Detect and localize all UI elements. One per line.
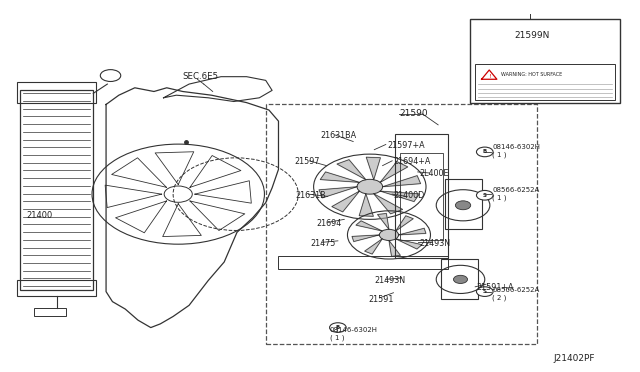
- Text: 21694+A: 21694+A: [394, 157, 431, 166]
- Text: 21631B: 21631B: [296, 191, 326, 200]
- Polygon shape: [320, 172, 360, 182]
- Polygon shape: [380, 161, 408, 182]
- Circle shape: [476, 147, 493, 157]
- Bar: [278, 256, 448, 269]
- Circle shape: [476, 190, 493, 200]
- Polygon shape: [332, 191, 360, 212]
- Bar: [34, 308, 66, 317]
- Polygon shape: [396, 239, 422, 249]
- Text: 08566-6252A
( 1 ): 08566-6252A ( 1 ): [492, 187, 540, 201]
- Text: 08146-6302H
( 1 ): 08146-6302H ( 1 ): [492, 144, 540, 157]
- Polygon shape: [383, 176, 420, 187]
- Polygon shape: [399, 228, 426, 235]
- Text: 21400: 21400: [26, 211, 52, 220]
- Text: 21591+A: 21591+A: [476, 283, 514, 292]
- Text: 08566-6252A
( 2 ): 08566-6252A ( 2 ): [492, 288, 540, 301]
- Polygon shape: [374, 194, 403, 214]
- Text: WARNING: HOT SURFACE: WARNING: HOT SURFACE: [500, 72, 562, 77]
- Polygon shape: [356, 221, 382, 231]
- Bar: [475, 64, 615, 100]
- Text: 21590: 21590: [400, 109, 428, 118]
- Text: 21475: 21475: [310, 239, 336, 248]
- Polygon shape: [389, 240, 401, 256]
- Circle shape: [380, 230, 399, 240]
- Text: SEC.6E5: SEC.6E5: [182, 72, 219, 81]
- Bar: [396, 134, 448, 258]
- Polygon shape: [365, 239, 382, 254]
- Text: 21599N: 21599N: [515, 31, 550, 41]
- Text: 21591: 21591: [368, 295, 393, 304]
- Circle shape: [330, 323, 346, 333]
- Text: B: B: [336, 325, 340, 330]
- Bar: [470, 19, 620, 103]
- Bar: [17, 82, 96, 103]
- Polygon shape: [396, 216, 413, 231]
- Text: J21402PF: J21402PF: [553, 354, 595, 363]
- Text: 21400D: 21400D: [394, 191, 425, 200]
- Circle shape: [476, 287, 493, 296]
- Polygon shape: [352, 235, 380, 241]
- Circle shape: [456, 201, 470, 210]
- Polygon shape: [359, 194, 373, 216]
- Text: 21597+A: 21597+A: [387, 141, 425, 150]
- Text: 21493N: 21493N: [419, 239, 450, 248]
- Text: S: S: [483, 289, 487, 294]
- Text: 21493N: 21493N: [374, 276, 405, 285]
- Bar: [442, 259, 478, 299]
- Bar: [400, 153, 444, 240]
- Polygon shape: [380, 191, 419, 202]
- Text: !: !: [488, 74, 490, 79]
- Polygon shape: [378, 214, 389, 230]
- Polygon shape: [337, 160, 366, 180]
- Text: 08146-6302H
( 1 ): 08146-6302H ( 1 ): [330, 327, 378, 341]
- Bar: [445, 179, 481, 230]
- Bar: [20, 90, 93, 290]
- Text: 2L400E: 2L400E: [419, 169, 449, 177]
- Text: B: B: [483, 150, 487, 154]
- Bar: [266, 105, 537, 343]
- Bar: [17, 280, 96, 296]
- Text: 21694: 21694: [317, 219, 342, 228]
- Text: 21597: 21597: [294, 157, 320, 166]
- Circle shape: [454, 275, 467, 283]
- Text: S: S: [483, 193, 487, 198]
- Polygon shape: [366, 157, 380, 180]
- Circle shape: [357, 179, 383, 194]
- Polygon shape: [319, 187, 357, 198]
- Text: 21631BA: 21631BA: [320, 131, 356, 141]
